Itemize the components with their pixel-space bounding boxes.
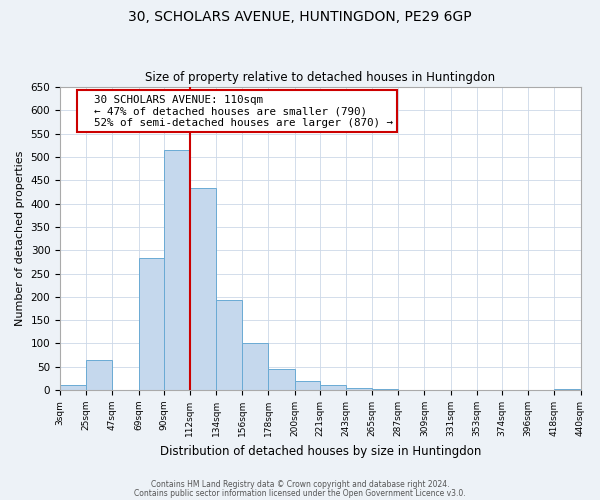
Bar bbox=[295, 381, 320, 390]
Bar bbox=[372, 389, 398, 390]
Bar bbox=[554, 388, 580, 390]
Bar bbox=[60, 386, 86, 390]
Y-axis label: Number of detached properties: Number of detached properties bbox=[15, 151, 25, 326]
Text: 30 SCHOLARS AVENUE: 110sqm
  ← 47% of detached houses are smaller (790)
  52% of: 30 SCHOLARS AVENUE: 110sqm ← 47% of deta… bbox=[81, 94, 393, 128]
Bar bbox=[139, 258, 164, 390]
X-axis label: Distribution of detached houses by size in Huntingdon: Distribution of detached houses by size … bbox=[160, 444, 481, 458]
Bar bbox=[320, 386, 346, 390]
Text: Contains public sector information licensed under the Open Government Licence v3: Contains public sector information licen… bbox=[134, 488, 466, 498]
Bar bbox=[268, 368, 295, 390]
Bar bbox=[346, 388, 372, 390]
Bar bbox=[190, 188, 216, 390]
Title: Size of property relative to detached houses in Huntingdon: Size of property relative to detached ho… bbox=[145, 72, 496, 85]
Bar bbox=[86, 360, 112, 390]
Bar bbox=[242, 343, 268, 390]
Bar bbox=[164, 150, 190, 390]
Text: Contains HM Land Registry data © Crown copyright and database right 2024.: Contains HM Land Registry data © Crown c… bbox=[151, 480, 449, 489]
Bar bbox=[216, 300, 242, 390]
Text: 30, SCHOLARS AVENUE, HUNTINGDON, PE29 6GP: 30, SCHOLARS AVENUE, HUNTINGDON, PE29 6G… bbox=[128, 10, 472, 24]
